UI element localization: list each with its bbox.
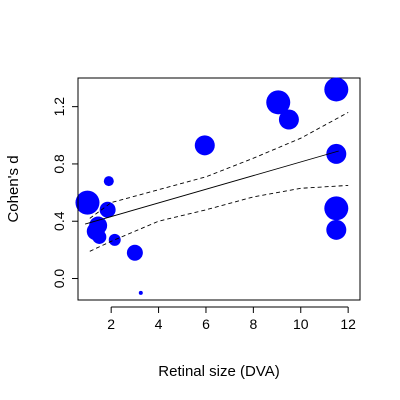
y-tick-label: 0.4 bbox=[51, 211, 67, 231]
data-point bbox=[126, 244, 143, 261]
data-point bbox=[89, 216, 108, 235]
regression-lines bbox=[84, 112, 349, 252]
data-point bbox=[194, 135, 215, 156]
y-tick-label: 0.0 bbox=[51, 269, 67, 289]
ci-upper-line bbox=[89, 112, 349, 219]
x-tick-label: 4 bbox=[155, 316, 163, 332]
x-tick-label: 10 bbox=[293, 316, 309, 332]
x-axis-title: Retinal size (DVA) bbox=[158, 363, 279, 380]
data-point bbox=[92, 229, 107, 244]
data-point bbox=[103, 176, 114, 187]
x-axis: 2 4 6 8 10 12 bbox=[107, 306, 356, 332]
ci-lower-line bbox=[89, 184, 349, 252]
data-point bbox=[99, 201, 116, 218]
fit-line bbox=[84, 150, 339, 225]
x-tick-label: 2 bbox=[107, 316, 115, 332]
data-point bbox=[278, 109, 299, 130]
data-point bbox=[266, 90, 291, 115]
plot-frame bbox=[77, 77, 361, 301]
data-point bbox=[108, 233, 121, 246]
y-axis-title: Cohen's d bbox=[5, 155, 22, 222]
x-tick-label: 12 bbox=[340, 316, 356, 332]
data-point bbox=[324, 77, 349, 102]
data-point bbox=[326, 143, 347, 164]
x-tick-label: 8 bbox=[249, 316, 257, 332]
y-tick-label: 0.8 bbox=[51, 154, 67, 174]
y-tick-label: 1.2 bbox=[51, 97, 67, 117]
data-point bbox=[138, 290, 143, 295]
data-point bbox=[75, 190, 100, 215]
y-axis: 0.0 0.4 0.8 1.2 bbox=[51, 97, 79, 289]
data-point bbox=[326, 219, 347, 240]
x-tick-label: 6 bbox=[202, 316, 210, 332]
data-point bbox=[324, 196, 349, 221]
data-points bbox=[75, 77, 349, 295]
